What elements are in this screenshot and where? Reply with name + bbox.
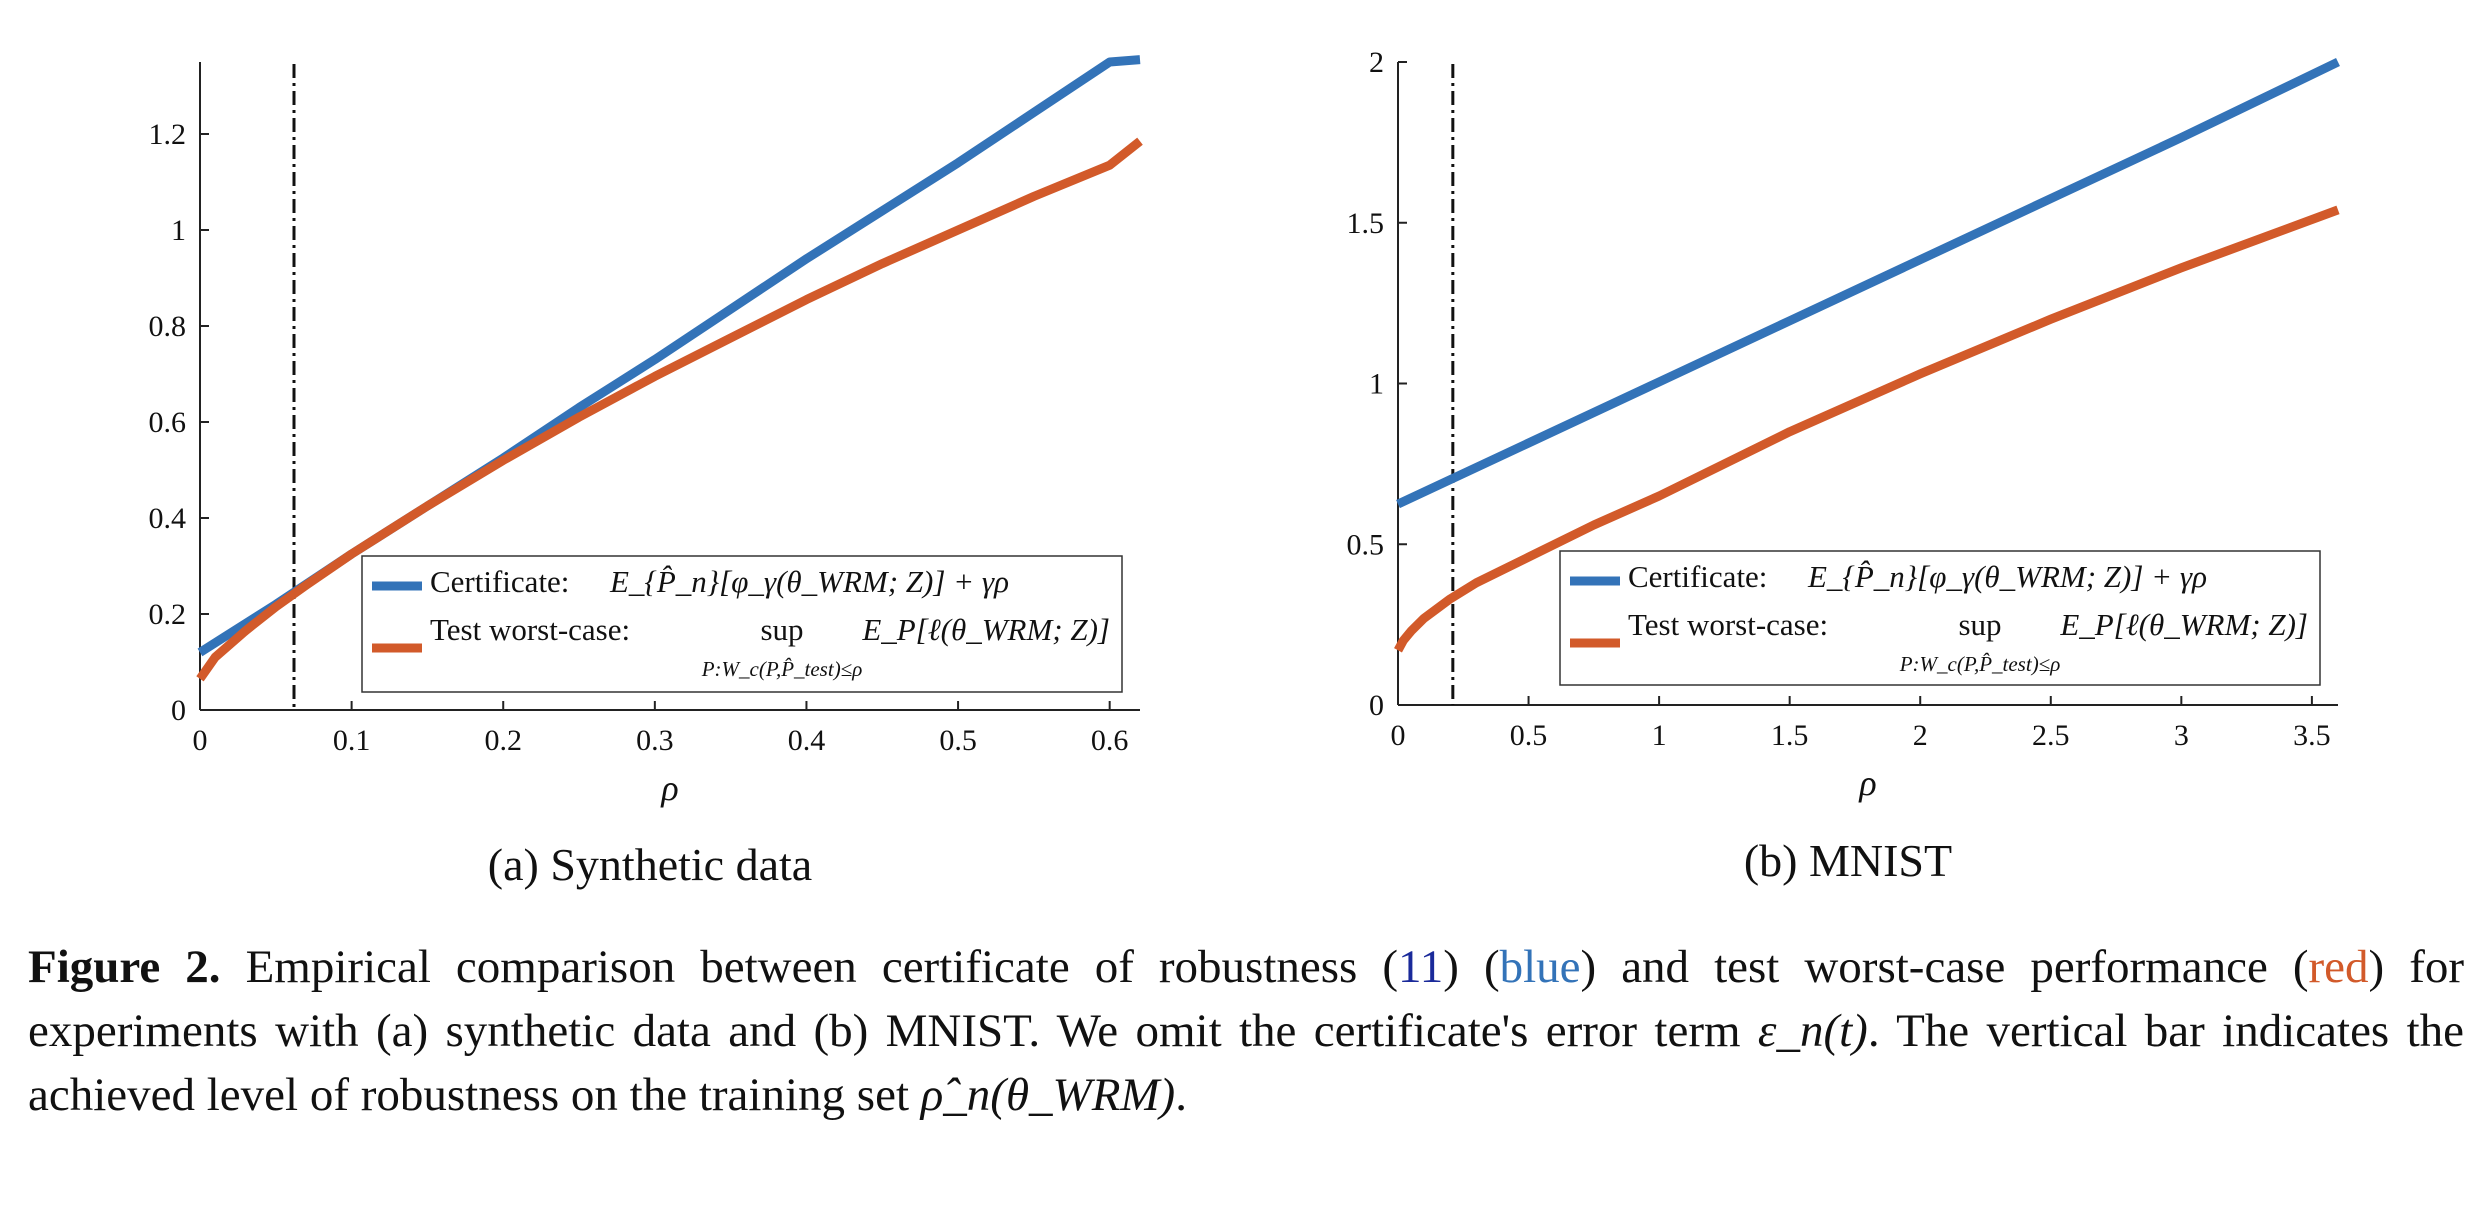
x-tick-label: 0.6 <box>1091 724 1129 757</box>
x-tick-label: 0.5 <box>939 724 977 757</box>
legend-label-certificate: Certificate: <box>430 564 569 599</box>
legend-label-test-worst-case: Test worst-case: <box>430 612 630 647</box>
x-axis-label: ρ <box>660 768 678 808</box>
legend-box <box>1559 550 2321 686</box>
x-tick-label: 3 <box>2174 719 2189 752</box>
caption-text-2: ) ( <box>1443 941 1500 993</box>
y-tick-label: 2 <box>1369 46 1384 79</box>
caption-epsilon-term: ε_n(t) <box>1757 1005 1868 1057</box>
x-tick-label: 3.5 <box>2293 719 2331 752</box>
panel-a-synthetic: 0 0.1 0.2 0.3 0.4 0.5 0.6 0 0.2 0.4 0.6 0.8 1 1.2 Cert… <box>149 55 1143 890</box>
x-tick-label: 0.3 <box>636 724 674 757</box>
caption-rho-term: ρ̂_n(θ_WRM) <box>920 1069 1176 1121</box>
y-tick-label: 0.4 <box>149 502 187 535</box>
y-tick-label: 0.2 <box>149 598 187 631</box>
caption-equation-ref[interactable]: 11 <box>1398 941 1444 993</box>
y-tick-label: 0 <box>1369 689 1384 722</box>
legend-formula-sup-subscript: P:W_c(P,P̂_test)≤ρ <box>1899 652 2061 676</box>
legend-formula-sup: sup <box>760 612 803 647</box>
x-tick-label: 2.5 <box>2032 719 2070 752</box>
x-axis-label: ρ <box>1858 763 1876 803</box>
caption-text-6: . <box>1175 1069 1187 1121</box>
y-tick-label: 1 <box>1369 368 1384 401</box>
caption-blue-word: blue <box>1499 941 1581 993</box>
x-tick-label: 1 <box>1652 719 1667 752</box>
y-tick-label: 0.6 <box>149 406 187 439</box>
caption-text-4: ) for experiments with (a) synthetic dat… <box>28 941 2464 1057</box>
legend: Certificate: E_{P̂_n}[φ_γ(θ_WRM; Z)] + γρ… <box>361 555 1123 693</box>
panel-subcaption: (b) MNIST <box>1744 835 1952 886</box>
caption-text-3: ) and test worst-case performance ( <box>1580 941 2309 993</box>
x-tick-label: 0 <box>1391 719 1406 752</box>
legend: Certificate: E_{P̂_n}[φ_γ(θ_WRM; Z)] + γρ… <box>1559 550 2321 686</box>
x-tick-label: 1.5 <box>1771 719 1809 752</box>
y-tick-label: 0.8 <box>149 310 187 343</box>
legend-label-certificate: Certificate: <box>1628 559 1767 594</box>
y-tick-label: 1 <box>171 214 186 247</box>
x-tick-label: 0 <box>193 724 208 757</box>
x-tick-label: 0.5 <box>1510 719 1548 752</box>
figure-caption: Figure 2. Empirical comparison between c… <box>28 935 2464 1127</box>
legend-box <box>361 555 1123 693</box>
x-tick-label: 0.2 <box>484 724 522 757</box>
caption-text-5: . The vertical bar indicates the achieve… <box>28 1005 2465 1121</box>
y-tick-label: 1.2 <box>149 118 187 151</box>
legend-formula-sup: sup <box>1958 607 2001 642</box>
y-tick-label: 0.5 <box>1347 528 1385 561</box>
y-tick-label: 1.5 <box>1347 207 1385 240</box>
legend-label-test-worst-case: Test worst-case: <box>1628 607 1828 642</box>
test-worst-case-series-line <box>1394 205 2340 653</box>
figure-panels: 0 0.1 0.2 0.3 0.4 0.5 0.6 0 0.2 0.4 0.6 0.8 1 1.2 Cert… <box>149 46 2340 890</box>
caption-text-1: Empirical comparison between certificate… <box>220 941 1398 993</box>
panel-subcaption: (a) Synthetic data <box>488 839 812 890</box>
legend-formula-certificate: E_{P̂_n}[φ_γ(θ_WRM; Z)] + γρ <box>609 564 1009 599</box>
y-tick-label: 0 <box>171 694 186 727</box>
caption-label: Figure 2. <box>28 941 221 993</box>
panel-b-mnist: 0 0.5 1 1.5 2 2.5 3 3.5 0 0.5 1 1.5 2 Certificate: E_{… <box>1347 46 2340 886</box>
legend-formula-sup-subscript: P:W_c(P,P̂_test)≤ρ <box>701 657 863 681</box>
x-tick-label: 2 <box>1913 719 1928 752</box>
x-tick-label: 0.1 <box>333 724 371 757</box>
certificate-series-line <box>1396 57 2340 509</box>
legend-formula-certificate: E_{P̂_n}[φ_γ(θ_WRM; Z)] + γρ <box>1807 559 2207 594</box>
x-tick-label: 0.4 <box>788 724 826 757</box>
legend-formula-expectation: E_P[ℓ(θ_WRM; Z)] <box>861 612 1110 647</box>
test-worst-case-series-line <box>196 137 1143 682</box>
legend-formula-expectation: E_P[ℓ(θ_WRM; Z)] <box>2059 607 2308 642</box>
caption-red-word: red <box>2308 941 2369 993</box>
